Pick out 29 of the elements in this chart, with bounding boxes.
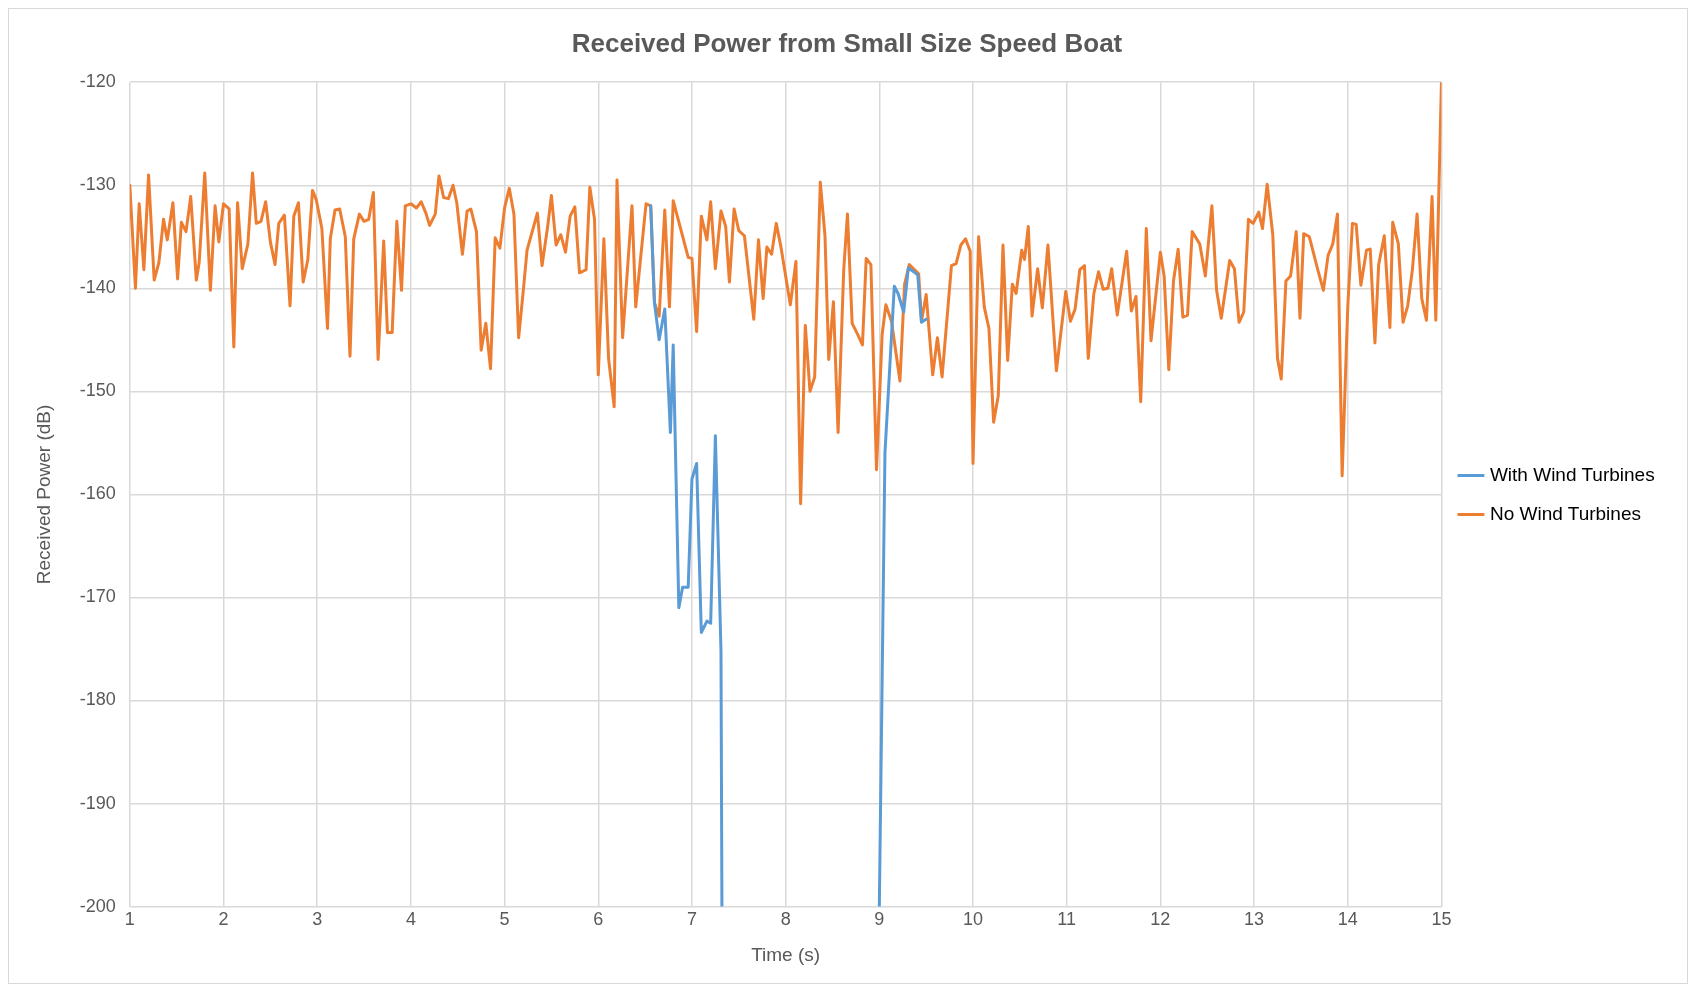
- y-tick-label: -170: [79, 586, 116, 607]
- x-tick-label: 9: [874, 909, 885, 930]
- x-tick-label: 15: [1431, 909, 1452, 930]
- x-tick-label: 5: [499, 909, 510, 930]
- x-tick-label: 13: [1244, 909, 1265, 930]
- y-tick-label: -140: [79, 277, 116, 298]
- y-tick-label: -200: [79, 895, 116, 916]
- x-tick-label: 2: [218, 909, 229, 930]
- x-tick-label: 4: [405, 909, 416, 930]
- x-tick-label: 14: [1337, 909, 1358, 930]
- y-tick-label: -190: [79, 792, 116, 813]
- y-axis-title: Received Power (dB): [32, 404, 54, 585]
- x-tick-label: 3: [312, 909, 323, 930]
- y-tick-label: -120: [79, 71, 116, 92]
- y-tick-label: -180: [79, 689, 116, 710]
- y-tick-label: -160: [79, 483, 116, 504]
- legend-label: With Wind Turbines: [1489, 463, 1655, 485]
- x-tick-label: 11: [1057, 909, 1077, 930]
- x-tick-label: 7: [686, 909, 697, 930]
- y-tick-label: -150: [79, 380, 116, 401]
- x-tick-label: 1: [124, 909, 135, 930]
- x-tick-label: 10: [962, 909, 984, 930]
- chart-title: Received Power from Small Size Speed Boat: [571, 27, 1123, 58]
- x-axis-title: Time (s): [751, 943, 821, 965]
- x-tick-label: 6: [593, 909, 604, 930]
- y-tick-label: -130: [79, 174, 116, 195]
- x-tick-label: 8: [780, 909, 791, 930]
- legend-label: No Wind Turbines: [1489, 502, 1641, 524]
- x-tick-label: 12: [1150, 909, 1171, 930]
